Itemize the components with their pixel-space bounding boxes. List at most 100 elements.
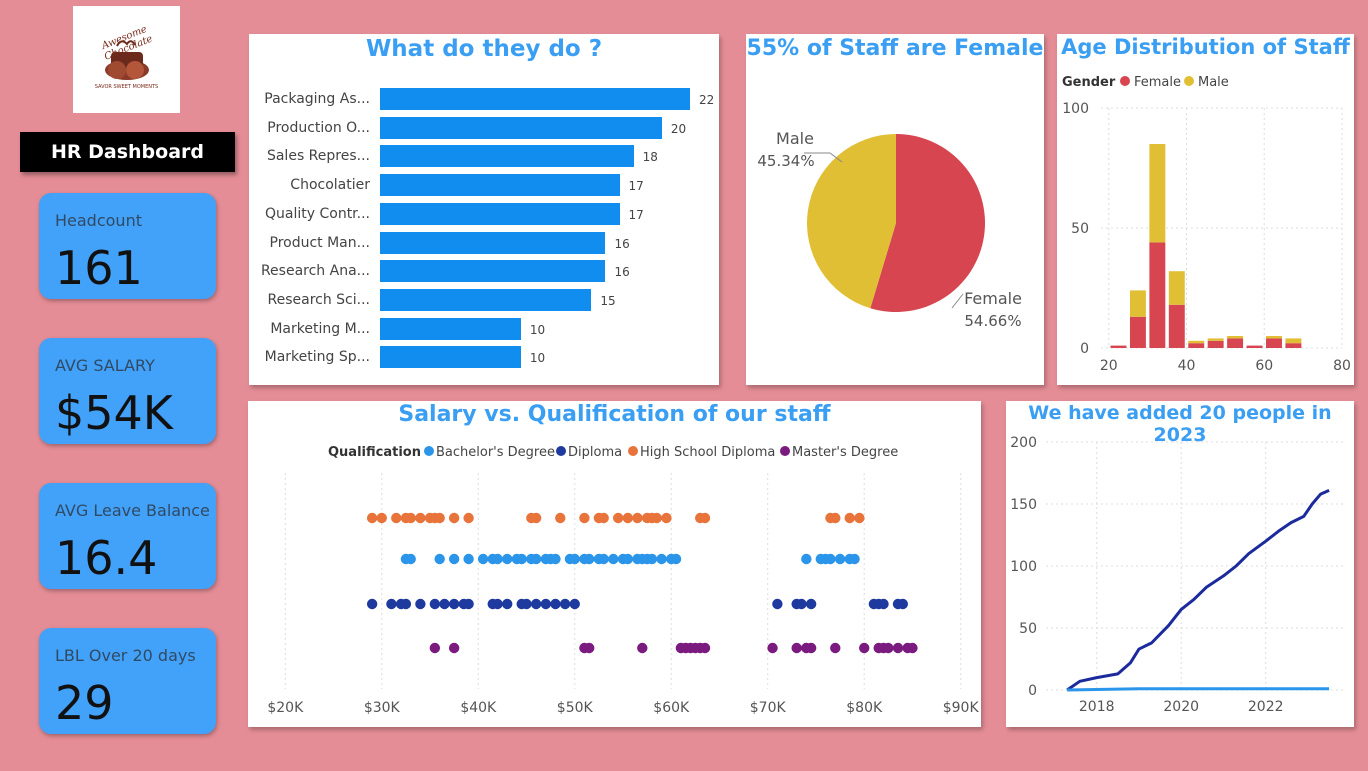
scatter-point[interactable] (670, 553, 682, 565)
salary-qualification-chart[interactable]: Salary vs. Qualification of our staff Qu… (248, 401, 981, 727)
scatter-point[interactable] (897, 598, 909, 610)
scatter-point[interactable] (612, 512, 624, 524)
scatter-point[interactable] (632, 512, 643, 524)
age-bar-female[interactable] (1168, 304, 1185, 348)
scatter-point[interactable] (834, 553, 846, 565)
scatter-point[interactable] (878, 598, 889, 610)
scatter-point[interactable] (651, 512, 662, 524)
scatter-point[interactable] (849, 553, 860, 565)
scatter-point[interactable] (463, 598, 474, 610)
age-bar-female[interactable] (1129, 316, 1146, 348)
legend-highschool-label[interactable]: High School Diploma (640, 445, 775, 460)
bar-8[interactable] (380, 317, 521, 340)
scatter-point[interactable] (907, 642, 918, 654)
scatter-point[interactable] (439, 598, 450, 610)
scatter-point[interactable] (772, 598, 783, 610)
age-bar-female[interactable] (1227, 338, 1244, 348)
age-distribution-chart[interactable]: Age Distribution of Staff Gender Female … (1057, 34, 1354, 385)
scatter-point[interactable] (448, 598, 460, 610)
scatter-point[interactable] (801, 553, 812, 565)
age-bar-male[interactable] (1168, 271, 1185, 305)
scatter-point[interactable] (646, 553, 658, 565)
scatter-point[interactable] (400, 598, 412, 610)
scatter-point[interactable] (415, 512, 426, 524)
kpi-card-avg-salary[interactable]: AVG SALARY $54K (39, 338, 216, 444)
scatter-point[interactable] (584, 642, 595, 654)
scatter-point[interactable] (386, 598, 397, 610)
pie-slice-female[interactable] (870, 134, 985, 312)
scatter-point[interactable] (550, 553, 561, 565)
scatter-point[interactable] (791, 642, 802, 654)
scatter-point[interactable] (540, 598, 552, 610)
scatter-point[interactable] (463, 553, 474, 565)
scatter-point[interactable] (434, 553, 445, 565)
legend-female-label[interactable]: Female (1134, 75, 1181, 90)
bar-2[interactable] (380, 145, 634, 168)
age-bar-female[interactable] (1266, 338, 1282, 348)
scatter-point[interactable] (521, 598, 532, 610)
headcount-trend-chart[interactable]: We have added 20 people in 2023 0 50 100 15… (1006, 401, 1354, 727)
scatter-point[interactable] (608, 553, 619, 565)
scatter-point[interactable] (559, 598, 571, 610)
bar-4[interactable] (380, 202, 620, 225)
scatter-point[interactable] (796, 598, 807, 610)
scatter-point[interactable] (622, 553, 634, 565)
bar-6[interactable] (380, 260, 606, 283)
scatter-point[interactable] (463, 512, 474, 524)
scatter-point[interactable] (579, 512, 590, 524)
scatter-point[interactable] (569, 553, 580, 565)
age-bar-male[interactable] (1285, 338, 1302, 344)
bar-5[interactable] (380, 231, 606, 254)
bar-0[interactable] (380, 88, 690, 110)
bar-3[interactable] (380, 174, 620, 197)
scatter-point[interactable] (598, 553, 609, 565)
scatter-point[interactable] (830, 512, 841, 524)
scatter-point[interactable] (429, 642, 441, 654)
scatter-point[interactable] (859, 642, 870, 654)
scatter-point[interactable] (805, 598, 817, 610)
line-new-hires[interactable] (1067, 687, 1330, 692)
bar-7[interactable] (380, 288, 592, 311)
legend-master-label[interactable]: Master's Degree (792, 445, 898, 460)
scatter-point[interactable] (854, 512, 865, 524)
scatter-point[interactable] (530, 598, 542, 610)
scatter-point[interactable] (844, 512, 855, 524)
scatter-point[interactable] (830, 642, 841, 654)
scatter-point[interactable] (584, 553, 595, 565)
legend-male-label[interactable]: Male (1198, 75, 1229, 90)
scatter-point[interactable] (448, 553, 460, 565)
age-bar-female[interactable] (1188, 343, 1205, 348)
age-bar-male[interactable] (1149, 144, 1166, 243)
scatter-point[interactable] (391, 512, 402, 524)
scatter-point[interactable] (448, 512, 460, 524)
scatter-point[interactable] (434, 512, 445, 524)
scatter-point[interactable] (598, 512, 609, 524)
age-bar-male[interactable] (1266, 336, 1282, 339)
gender-pie-chart[interactable]: 55% of Staff are Female Male 45.34% Fema… (746, 34, 1044, 385)
job-roles-chart[interactable]: What do they do ? Packaging As... 22 Produ… (249, 34, 719, 385)
scatter-point[interactable] (530, 553, 542, 565)
scatter-point[interactable] (516, 553, 527, 565)
scatter-point[interactable] (656, 553, 667, 565)
scatter-point[interactable] (502, 553, 513, 565)
age-bar-female[interactable] (1246, 345, 1263, 348)
pie-slice-male[interactable] (807, 134, 896, 309)
scatter-point[interactable] (550, 598, 561, 610)
age-bar-male[interactable] (1207, 338, 1224, 341)
scatter-point[interactable] (366, 598, 378, 610)
kpi-card-avg-leave-balance[interactable]: AVG Leave Balance 16.4 (39, 483, 216, 589)
bar-9[interactable] (380, 346, 521, 369)
age-bar-female[interactable] (1110, 345, 1127, 348)
scatter-point[interactable] (405, 553, 416, 565)
legend-bachelor-label[interactable]: Bachelor's Degree (436, 445, 555, 460)
kpi-card-headcount[interactable]: Headcount 161 (39, 193, 216, 299)
scatter-point[interactable] (415, 598, 426, 610)
bar-1[interactable] (380, 116, 662, 139)
scatter-point[interactable] (492, 598, 503, 610)
scatter-point[interactable] (448, 642, 460, 654)
scatter-point[interactable] (661, 512, 672, 524)
scatter-point[interactable] (492, 553, 503, 565)
scatter-point[interactable] (502, 598, 513, 610)
scatter-point[interactable] (555, 512, 566, 524)
scatter-point[interactable] (477, 553, 489, 565)
